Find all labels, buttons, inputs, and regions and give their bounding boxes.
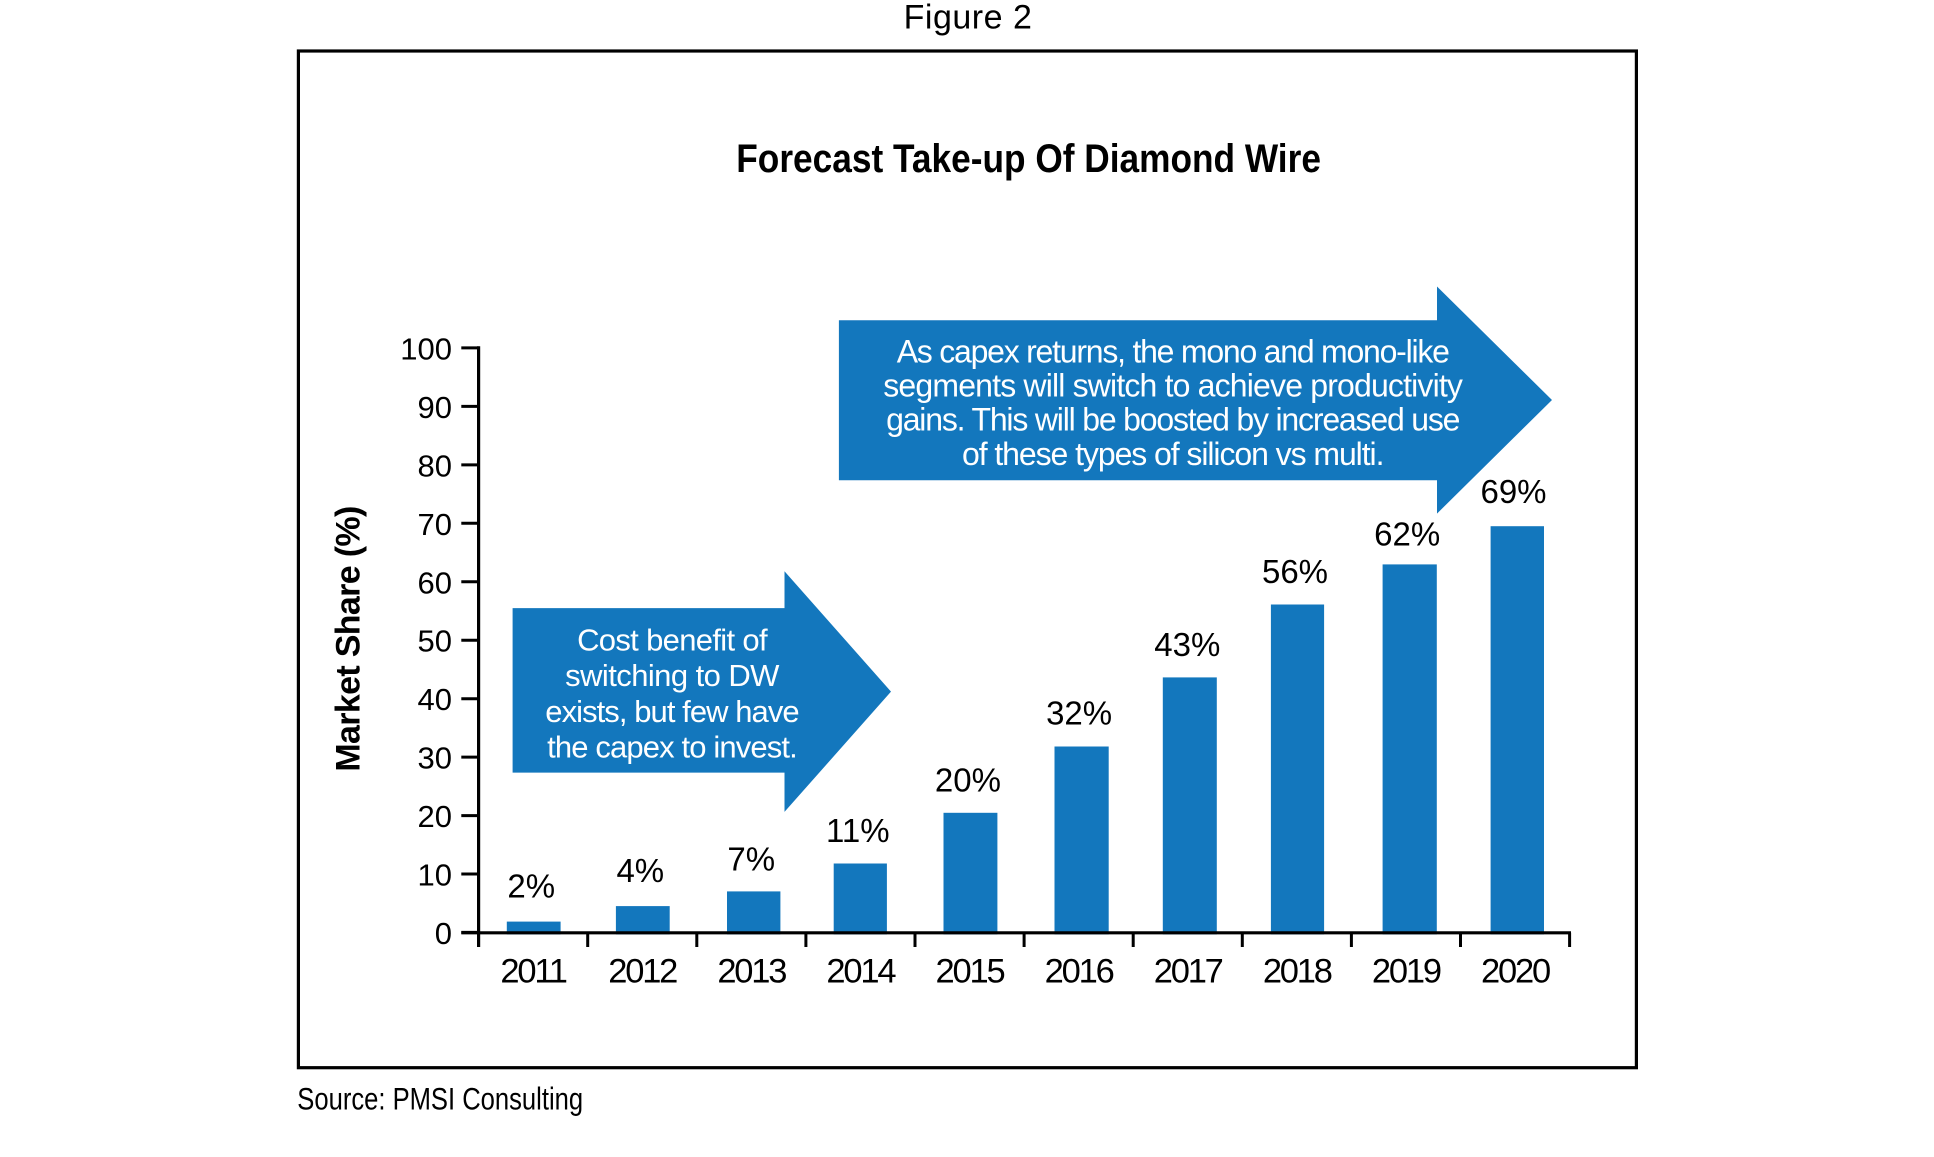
svg-text:segments will switch to achiev: segments will switch to achieve producti…: [883, 368, 1463, 404]
svg-text:As capex returns, the mono and: As capex returns, the mono and mono-like: [897, 333, 1449, 369]
svg-text:40: 40: [418, 682, 452, 717]
svg-text:0: 0: [435, 916, 452, 951]
svg-text:70: 70: [418, 507, 452, 542]
svg-text:69%: 69%: [1480, 473, 1546, 510]
svg-text:Figure 2: Figure 2: [904, 0, 1033, 37]
svg-text:11%: 11%: [826, 812, 890, 849]
svg-text:4%: 4%: [616, 852, 664, 889]
svg-text:2014: 2014: [826, 952, 896, 990]
svg-text:Cost benefit of: Cost benefit of: [577, 622, 768, 657]
svg-text:43%: 43%: [1154, 626, 1220, 663]
svg-text:20%: 20%: [935, 761, 1001, 798]
svg-text:2020: 2020: [1481, 952, 1550, 990]
svg-text:gains. This will be boosted by: gains. This will be boosted by increased…: [886, 402, 1460, 438]
svg-text:32%: 32%: [1046, 695, 1112, 732]
svg-text:56%: 56%: [1262, 553, 1328, 590]
svg-text:50: 50: [418, 624, 452, 659]
svg-text:62%: 62%: [1374, 516, 1440, 553]
svg-text:Forecast Take-up Of Diamond Wi: Forecast Take-up Of Diamond Wire: [736, 136, 1321, 181]
svg-text:20: 20: [418, 799, 452, 834]
svg-text:2017: 2017: [1154, 952, 1223, 990]
svg-text:10: 10: [418, 858, 452, 893]
svg-text:Source: PMSI Consulting: Source: PMSI Consulting: [297, 1082, 583, 1117]
svg-text:2015: 2015: [936, 952, 1005, 990]
svg-text:of these types of silicon vs m: of these types of silicon vs multi.: [962, 436, 1383, 472]
svg-text:the capex to invest.: the capex to invest.: [547, 730, 797, 765]
svg-text:switching to DW: switching to DW: [565, 658, 780, 693]
svg-text:80: 80: [418, 448, 452, 483]
svg-text:2018: 2018: [1263, 952, 1332, 990]
svg-text:2016: 2016: [1045, 952, 1114, 990]
svg-text:60: 60: [418, 565, 452, 600]
svg-text:2012: 2012: [608, 952, 677, 990]
svg-text:7%: 7%: [727, 841, 775, 878]
svg-text:2011: 2011: [500, 952, 566, 990]
svg-text:2019: 2019: [1372, 952, 1441, 990]
svg-text:Market Share (%): Market Share (%): [330, 506, 368, 771]
svg-text:100: 100: [400, 331, 452, 366]
svg-text:2%: 2%: [507, 868, 555, 905]
svg-text:2013: 2013: [717, 952, 786, 990]
svg-text:exists, but few have: exists, but few have: [545, 694, 798, 729]
svg-text:90: 90: [418, 390, 452, 425]
svg-text:30: 30: [418, 741, 452, 776]
